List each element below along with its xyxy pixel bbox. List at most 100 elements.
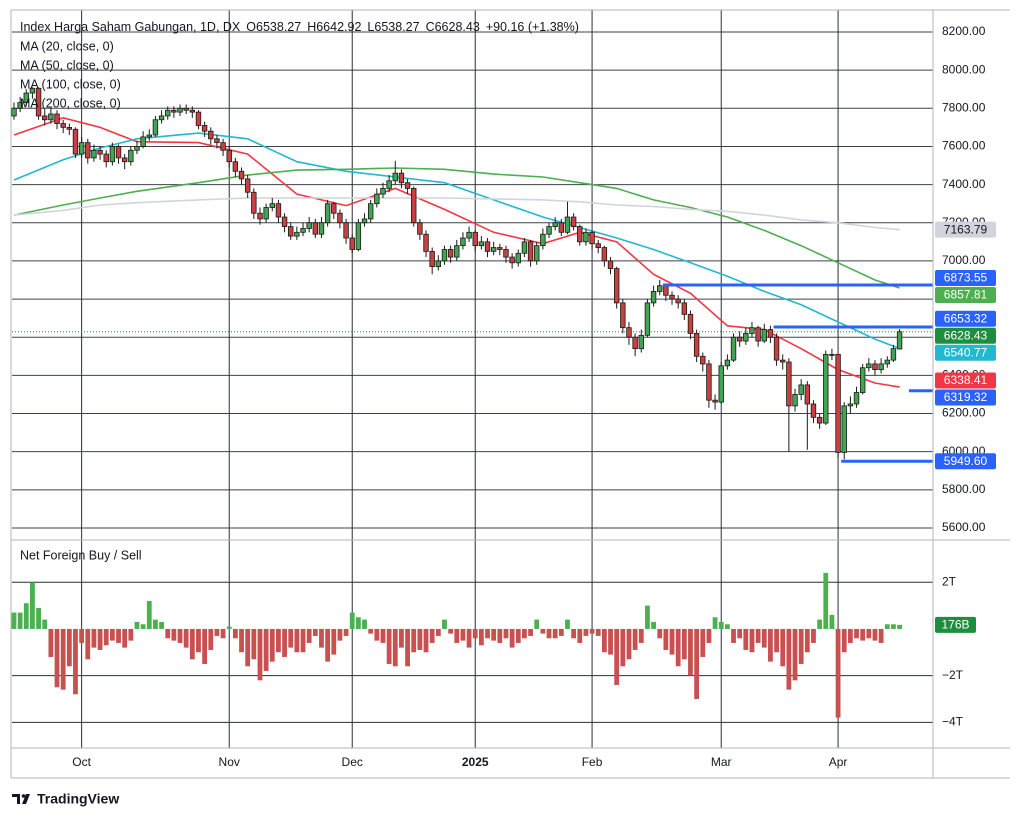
price-label-box bbox=[935, 310, 996, 327]
ohlc-value: 6628.43 bbox=[435, 20, 480, 34]
bar bbox=[91, 628, 97, 648]
bar bbox=[189, 628, 195, 660]
bar bbox=[608, 628, 613, 655]
bar bbox=[355, 617, 361, 629]
bar bbox=[386, 628, 392, 664]
candle-body bbox=[484, 241, 491, 252]
candle-body bbox=[128, 149, 134, 163]
candle-body bbox=[460, 237, 466, 247]
x-tick-label: Apr bbox=[829, 755, 848, 769]
candle-body bbox=[195, 111, 202, 126]
bar bbox=[571, 628, 577, 639]
candle-body bbox=[183, 107, 189, 111]
logo-mark bbox=[12, 794, 30, 804]
candle-body bbox=[859, 367, 866, 393]
candle-body bbox=[853, 392, 860, 405]
candle-body bbox=[177, 107, 183, 113]
bar bbox=[30, 582, 35, 629]
candle-body bbox=[810, 403, 817, 418]
price-label: 5949.60 bbox=[944, 454, 988, 468]
ohlc-value: 6538.27 bbox=[374, 20, 419, 34]
bar bbox=[774, 628, 779, 653]
candle-body bbox=[792, 394, 798, 407]
bar bbox=[306, 628, 312, 643]
candle-body bbox=[866, 363, 872, 369]
bar bbox=[638, 628, 644, 643]
candle-body bbox=[583, 231, 589, 243]
candle-body bbox=[29, 87, 36, 94]
bar bbox=[565, 619, 570, 629]
bar bbox=[269, 628, 275, 662]
candle-body bbox=[755, 327, 761, 342]
candle-body bbox=[546, 226, 552, 235]
candle-body bbox=[201, 125, 208, 132]
candle-body bbox=[509, 256, 515, 264]
bar bbox=[460, 628, 466, 641]
candle-body bbox=[134, 146, 140, 151]
candle-body bbox=[786, 361, 792, 407]
candle-body bbox=[718, 365, 724, 403]
candle-body bbox=[558, 222, 565, 233]
bar bbox=[522, 628, 527, 639]
y-tick-label: 2T bbox=[942, 574, 957, 588]
candle-body bbox=[872, 363, 878, 371]
bar bbox=[528, 628, 533, 636]
candle-body bbox=[478, 241, 485, 247]
bar bbox=[423, 628, 429, 653]
bar bbox=[454, 628, 460, 643]
bar bbox=[325, 628, 331, 662]
bar bbox=[829, 614, 835, 629]
bar bbox=[73, 628, 78, 695]
bar bbox=[331, 628, 337, 655]
candle-body bbox=[171, 109, 177, 113]
candle-body bbox=[269, 203, 275, 208]
bar bbox=[220, 628, 226, 639]
bar bbox=[140, 624, 146, 629]
bar bbox=[897, 624, 902, 629]
bar bbox=[128, 628, 134, 641]
bar bbox=[337, 628, 343, 641]
bar bbox=[122, 628, 128, 648]
candle-body bbox=[386, 180, 392, 189]
value-label-box bbox=[935, 616, 976, 633]
candle-body bbox=[109, 146, 116, 163]
bar bbox=[823, 572, 829, 629]
candle-body bbox=[607, 260, 614, 269]
candle-body bbox=[663, 285, 669, 296]
candle-body bbox=[497, 247, 503, 250]
price-label-box bbox=[935, 453, 996, 470]
bar bbox=[319, 628, 324, 648]
candle-body bbox=[404, 182, 411, 189]
bar bbox=[85, 628, 91, 660]
bar bbox=[374, 628, 380, 641]
x-tick-label: 2025 bbox=[462, 755, 489, 769]
price-label: 6338.41 bbox=[944, 373, 988, 387]
bar bbox=[632, 628, 638, 650]
bar bbox=[645, 605, 650, 629]
bar bbox=[651, 621, 656, 629]
candle-body bbox=[669, 294, 675, 300]
candle-body bbox=[841, 405, 847, 453]
legend-entry: MA (100, close, 0) bbox=[20, 77, 121, 91]
ohlc-prefix: L bbox=[367, 20, 374, 34]
candle-body bbox=[700, 355, 706, 365]
bar bbox=[854, 628, 859, 639]
price-label: 6857.81 bbox=[944, 288, 988, 302]
x-tick-label: Mar bbox=[711, 755, 732, 769]
price-label-box bbox=[935, 270, 996, 287]
candle-body bbox=[743, 333, 749, 342]
bar bbox=[749, 628, 755, 653]
value-label: 176B bbox=[941, 618, 969, 632]
candle-body bbox=[189, 109, 196, 113]
bar bbox=[718, 621, 724, 629]
candle-body bbox=[288, 226, 294, 237]
candle-body bbox=[306, 222, 312, 229]
bar bbox=[835, 628, 841, 718]
price-label-box bbox=[935, 344, 996, 361]
legend-entry: MA (50, close, 0) bbox=[20, 58, 114, 72]
candle-body bbox=[165, 109, 171, 117]
bar bbox=[79, 628, 85, 643]
bar bbox=[42, 619, 48, 629]
bar bbox=[534, 619, 540, 629]
bar bbox=[36, 607, 41, 629]
